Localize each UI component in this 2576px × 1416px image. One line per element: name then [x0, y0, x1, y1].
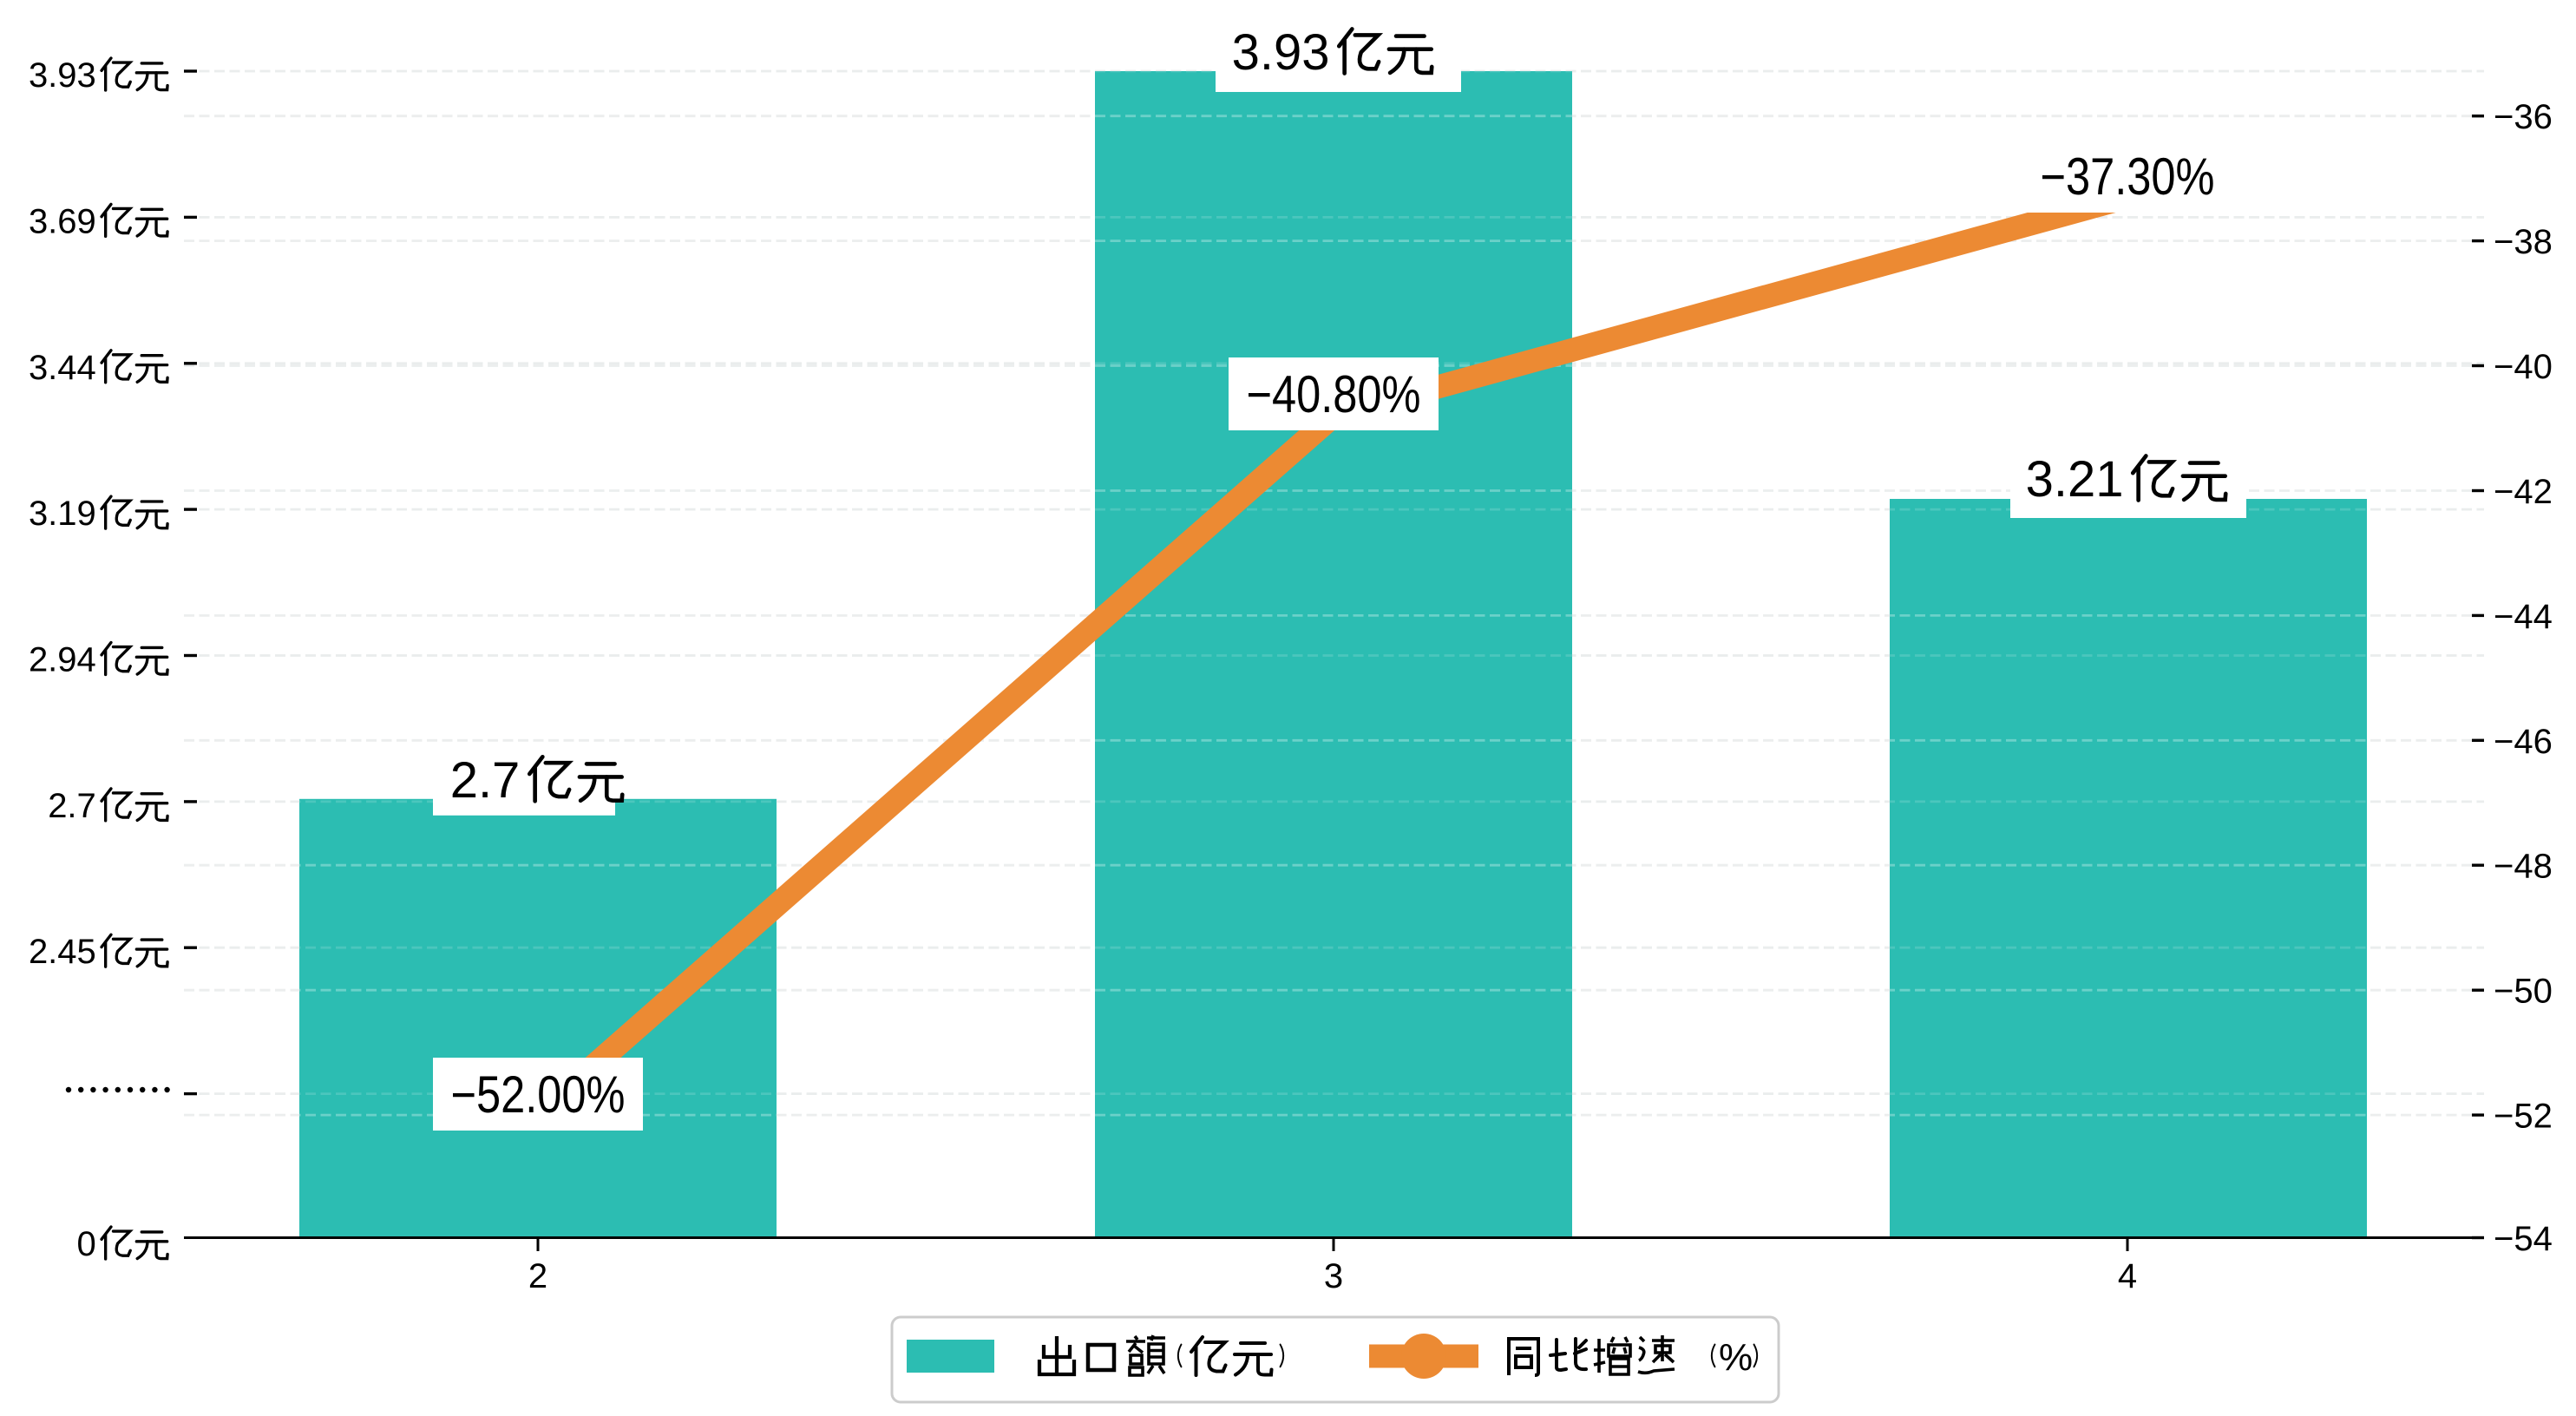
svg-text:−50: −50 [2494, 973, 2553, 1011]
svg-text:3.93: 3.93 [29, 56, 96, 95]
svg-text:4: 4 [2118, 1257, 2137, 1295]
svg-text:−54: −54 [2494, 1220, 2553, 1258]
svg-text:−48: −48 [2494, 848, 2553, 886]
svg-text:−44: −44 [2494, 598, 2553, 636]
svg-text:−38: −38 [2494, 223, 2553, 261]
svg-text:−46: −46 [2494, 723, 2553, 761]
svg-text:2: 2 [528, 1257, 547, 1295]
svg-text:2.45: 2.45 [29, 933, 96, 971]
svg-text:−52: −52 [2494, 1098, 2553, 1136]
svg-text:3.21: 3.21 [2026, 451, 2124, 508]
svg-text:−40.80%: −40.80% [1247, 365, 1421, 423]
svg-text:3.93: 3.93 [1232, 24, 1330, 81]
svg-text:2.7: 2.7 [450, 752, 521, 809]
svg-text:−52.00%: −52.00% [451, 1065, 626, 1124]
svg-text:0: 0 [77, 1225, 96, 1263]
svg-text:3.19: 3.19 [29, 495, 96, 533]
svg-text:3.69: 3.69 [29, 202, 96, 240]
svg-text:%: % [1719, 1336, 1753, 1379]
svg-text:−37.30%: −37.30% [2041, 148, 2215, 206]
svg-text:−36: −36 [2494, 98, 2553, 136]
svg-text:2.94: 2.94 [29, 641, 96, 679]
svg-text:3.44: 3.44 [29, 349, 96, 387]
svg-text:−42: −42 [2494, 473, 2553, 511]
svg-text:2.7: 2.7 [48, 787, 96, 825]
svg-text:3: 3 [1324, 1257, 1343, 1295]
svg-text:−40: −40 [2494, 348, 2553, 386]
